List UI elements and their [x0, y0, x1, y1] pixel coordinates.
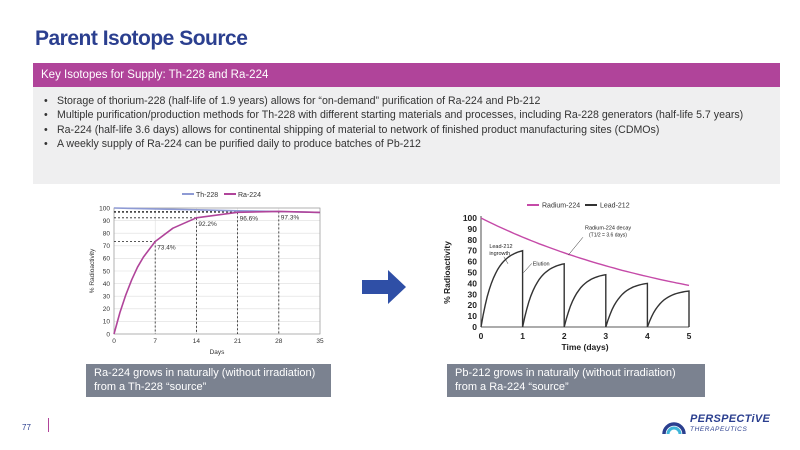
page-number: 77	[22, 423, 31, 432]
annotation-pointer	[523, 263, 532, 273]
bullet-dot-icon: •	[44, 138, 48, 151]
legend-label: Th-228	[196, 192, 218, 199]
y-tick-label: 100	[463, 213, 477, 223]
annotation-label-line2: (T1/2 = 3.6 days)	[589, 232, 627, 238]
y-tick-label: 90	[103, 218, 111, 225]
bullet-item: • A weekly supply of Ra-224 can be purifi…	[43, 137, 770, 151]
page-title: Parent Isotope Source	[35, 27, 248, 50]
y-tick-label: 40	[468, 278, 478, 288]
bullet-item: • Storage of thorium-228 (half-life of 1.…	[43, 94, 770, 108]
series-line-lead-212-segment	[646, 290, 690, 328]
annotation-label: Elution	[533, 261, 550, 267]
bullet-list-box: • Storage of thorium-228 (half-life of 1.…	[33, 87, 780, 184]
y-tick-label: 100	[99, 205, 110, 212]
annotation-label: Lead-212	[489, 244, 512, 250]
series-line-lead-212-segment	[480, 249, 524, 328]
y-tick-label: 60	[103, 256, 111, 263]
y-tick-label: 30	[103, 294, 111, 301]
y-tick-label: 10	[103, 319, 111, 326]
logo-name: PERSPECTiVE	[690, 413, 771, 425]
x-tick-label: 2	[562, 331, 567, 341]
company-logo: PERSPECTiVE THERAPEUTICS	[660, 410, 780, 440]
annotation-label: 92.2%	[198, 221, 217, 228]
bullet-text: Ra-224 (half-life 3.6 days) allows for c…	[57, 123, 660, 136]
y-axis-label: % Radioactivity	[442, 241, 452, 304]
y-tick-label: 50	[468, 268, 478, 278]
y-tick-label: 40	[103, 281, 111, 288]
y-tick-label: 10	[468, 311, 478, 321]
caption-left: Ra-224 grows in naturally (without irrad…	[86, 364, 331, 397]
series-line-radium-224	[480, 217, 690, 287]
caption-right: Pb-212 grows in naturally (without irrad…	[447, 364, 705, 397]
x-tick-label: 35	[316, 338, 324, 345]
annotation-label: Radium-224 decay	[585, 225, 631, 231]
series-line-lead-212-segment	[563, 273, 607, 328]
annotation-label: 96.6%	[240, 215, 259, 222]
y-axis-label: % Radioactivity	[89, 248, 96, 293]
bullet-list: • Storage of thorium-228 (half-life of 1.…	[43, 94, 770, 152]
plot-frame	[113, 207, 321, 335]
annotation-label: 73.4%	[157, 245, 176, 252]
x-axis-label: Time (days)	[561, 342, 608, 352]
annotation-pointer	[503, 256, 509, 264]
y-tick-label: 0	[106, 331, 110, 338]
pb212-ingrowth-chart: Radium-224 Lead-212 0 10 20 30 40 50 60 70 80 90 100…	[437, 196, 702, 361]
x-tick-label: 5	[687, 331, 692, 341]
bullet-dot-icon: •	[44, 95, 48, 107]
y-tick-label: 0	[472, 322, 477, 332]
bullet-text: Storage of thorium-228 (half-life of 1.9…	[57, 95, 541, 107]
bullet-dot-icon: •	[44, 109, 48, 122]
x-tick-label: 4	[645, 331, 650, 341]
series-line-ra-224	[113, 210, 321, 335]
ra224-ingrowth-svg: Th-228 Ra-224 0 10 20 30 40 50 60 70 80 90 100 0 7 14 21…	[89, 192, 324, 356]
series-line-lead-212-segment	[521, 262, 565, 328]
logo-subtitle: THERAPEUTICS	[690, 426, 748, 433]
pb212-ingrowth-svg: Radium-224 Lead-2120102030405060708090100…	[442, 203, 692, 353]
bullet-text: Multiple purification/production methods…	[57, 109, 744, 122]
y-tick-label: 70	[103, 243, 111, 250]
y-tick-label: 60	[468, 257, 478, 267]
y-tick-label: 20	[103, 306, 111, 313]
x-tick-label: 7	[153, 338, 157, 345]
bullet-dot-icon: •	[44, 123, 48, 136]
arrow-right-icon	[362, 270, 407, 309]
section-banner: Key Isotopes for Supply: Th-228 and Ra-2…	[33, 63, 780, 87]
x-tick-label: 0	[112, 338, 116, 345]
annotation-pointer	[568, 237, 584, 256]
x-tick-label: 0	[479, 331, 484, 341]
legend-label: Ra-224	[238, 192, 261, 199]
x-tick-label: 1	[520, 331, 525, 341]
x-tick-label: 14	[193, 338, 201, 345]
bullet-item: • Ra-224 (half-life 3.6 days) allows for …	[43, 123, 770, 137]
legend-label: Radium-224	[542, 203, 580, 210]
logo-mark-icon	[662, 422, 686, 435]
y-tick-label: 80	[103, 231, 111, 238]
annotation-label-line2: ingrowth	[489, 251, 510, 257]
y-tick-label: 80	[468, 235, 478, 245]
y-tick-label: 30	[468, 289, 478, 299]
x-axis-label: Days	[210, 349, 226, 356]
y-tick-label: 20	[468, 300, 478, 310]
x-tick-label: 28	[275, 338, 283, 345]
y-tick-label: 50	[103, 268, 111, 275]
page-divider	[48, 418, 49, 432]
x-tick-label: 21	[234, 338, 242, 345]
y-tick-label: 70	[468, 246, 478, 256]
legend-label: Lead-212	[600, 203, 630, 210]
annotation-label: 97.3%	[281, 214, 300, 221]
x-tick-label: 3	[603, 331, 608, 341]
bullet-text: A weekly supply of Ra-224 can be purifie…	[57, 138, 421, 151]
series-line-lead-212-segment	[605, 282, 649, 328]
ra224-ingrowth-chart: Th-228 Ra-224 0 10 20 30 40 50 60 70 80 90 100 0 7 14 21…	[84, 186, 334, 358]
bullet-item: • Multiple purification/production method…	[43, 108, 770, 122]
y-tick-label: 90	[468, 224, 478, 234]
